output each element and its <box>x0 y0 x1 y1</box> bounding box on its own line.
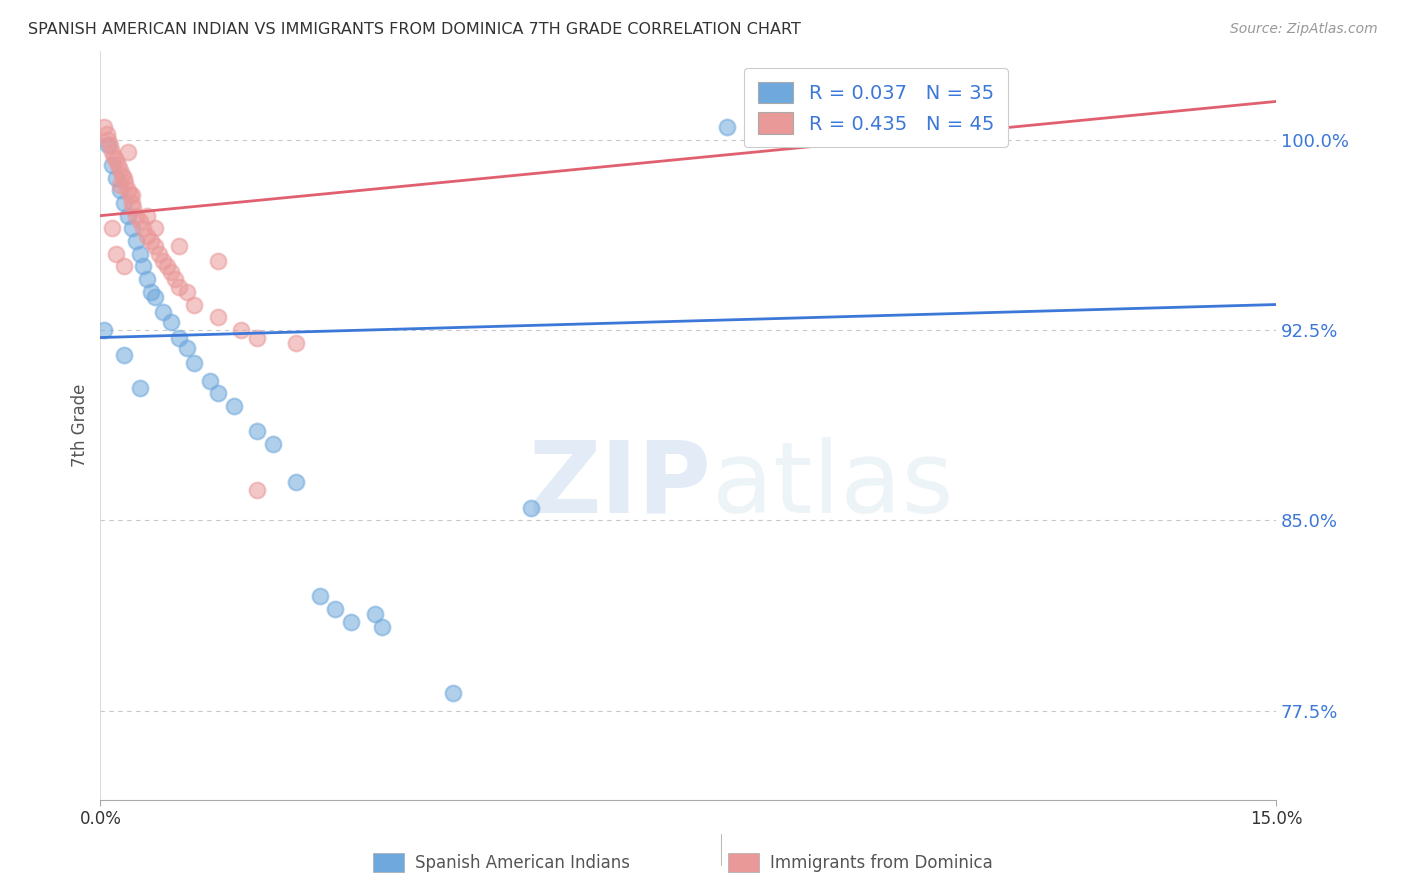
Point <box>160 264 183 278</box>
Point <box>136 209 159 223</box>
Point <box>101 145 124 160</box>
Point <box>207 310 229 325</box>
Text: SPANISH AMERICAN INDIAN VS IMMIGRANTS FROM DOMINICA 7TH GRADE CORRELATION CHART: SPANISH AMERICAN INDIAN VS IMMIGRANTS FR… <box>28 22 801 37</box>
Text: Spanish American Indians: Spanish American Indians <box>415 854 630 871</box>
Point <box>160 315 183 329</box>
Point <box>148 246 170 260</box>
Point <box>340 615 363 629</box>
Point <box>167 239 190 253</box>
Text: Immigrants from Dominica: Immigrants from Dominica <box>770 854 993 871</box>
Point <box>105 170 128 185</box>
Text: atlas: atlas <box>711 436 953 533</box>
Point <box>107 158 129 172</box>
Point <box>163 272 186 286</box>
Point <box>108 183 131 197</box>
Point <box>128 381 150 395</box>
Point <box>120 188 142 202</box>
Point <box>128 213 150 227</box>
Point <box>105 153 128 167</box>
Point <box>246 425 269 439</box>
Point <box>108 178 131 193</box>
Point <box>285 475 308 490</box>
Text: Source: ZipAtlas.com: Source: ZipAtlas.com <box>1230 22 1378 37</box>
Point <box>124 234 146 248</box>
Point <box>103 150 125 164</box>
Point <box>93 120 115 134</box>
Point <box>176 341 198 355</box>
Point <box>93 323 115 337</box>
Text: ZIP: ZIP <box>529 436 711 533</box>
Point <box>97 137 120 152</box>
Point <box>246 483 269 497</box>
Point <box>112 170 135 185</box>
Point <box>101 221 124 235</box>
Point <box>167 330 190 344</box>
Point <box>108 163 131 178</box>
Point <box>98 137 121 152</box>
Point <box>121 188 143 202</box>
Point <box>152 305 174 319</box>
Point <box>122 201 145 215</box>
Point <box>97 132 120 146</box>
Point <box>114 176 136 190</box>
Point <box>198 374 221 388</box>
Point <box>262 437 284 451</box>
Point <box>117 183 139 197</box>
Point <box>121 221 143 235</box>
Point <box>285 335 308 350</box>
Point <box>124 209 146 223</box>
Point <box>143 239 166 253</box>
Point <box>132 221 155 235</box>
Legend: R = 0.037   N = 35, R = 0.435   N = 45: R = 0.037 N = 35, R = 0.435 N = 45 <box>744 68 1008 147</box>
Point <box>112 260 135 274</box>
Point <box>207 386 229 401</box>
Point <box>143 290 166 304</box>
Point <box>183 356 205 370</box>
Point <box>136 272 159 286</box>
Point <box>112 196 135 211</box>
Point <box>176 285 198 299</box>
Point <box>441 686 464 700</box>
Point <box>96 128 118 142</box>
Point <box>117 145 139 160</box>
Point <box>167 279 190 293</box>
Point <box>112 348 135 362</box>
Point <box>231 323 253 337</box>
Point <box>716 120 738 134</box>
Point <box>371 620 394 634</box>
Point <box>363 607 385 622</box>
Point <box>132 260 155 274</box>
Point <box>128 246 150 260</box>
Point <box>183 297 205 311</box>
Point <box>222 399 245 413</box>
Y-axis label: 7th Grade: 7th Grade <box>72 384 89 467</box>
Point <box>520 500 543 515</box>
Point <box>141 234 163 248</box>
Point <box>111 168 134 182</box>
Point <box>152 254 174 268</box>
Point <box>325 602 347 616</box>
Point <box>121 196 143 211</box>
Point <box>308 590 330 604</box>
Point <box>101 158 124 172</box>
Point <box>207 254 229 268</box>
Point <box>246 330 269 344</box>
Point <box>141 285 163 299</box>
Point <box>105 246 128 260</box>
Point <box>117 209 139 223</box>
Point <box>156 260 179 274</box>
Point <box>136 229 159 244</box>
Point <box>143 221 166 235</box>
